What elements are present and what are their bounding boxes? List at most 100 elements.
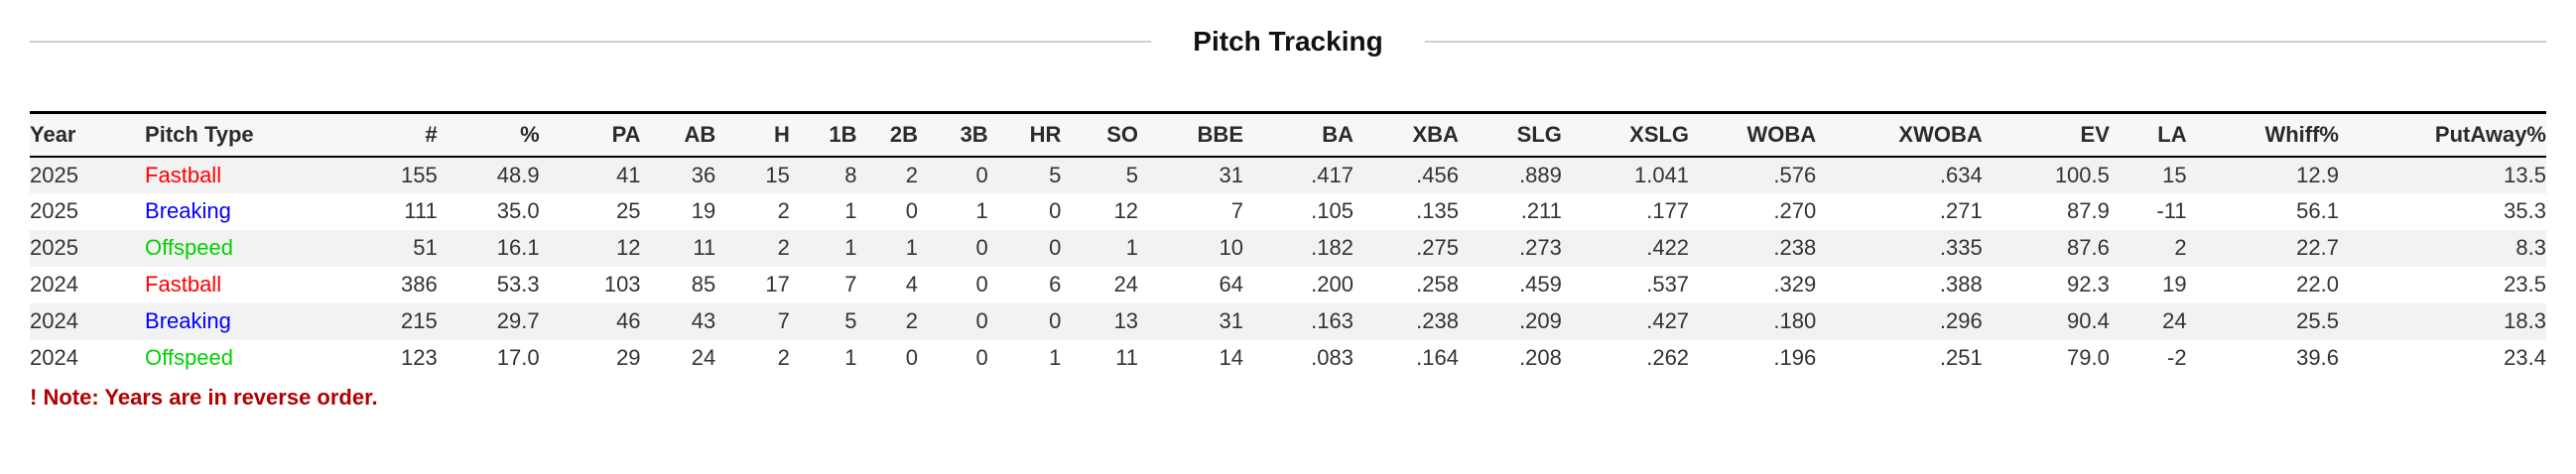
table-row: 2024 Breaking 215 29.7 46 43 7 5 2 0 0 13 31 .163 .238…: [30, 302, 2546, 340]
col-header-year: Year: [30, 121, 76, 147]
cell-la: 24: [2162, 308, 2187, 333]
cell-2b: 0: [905, 198, 919, 223]
cell-hr: 1: [1049, 345, 1062, 370]
cell-2b: 4: [905, 272, 919, 296]
cell-xwoba: .271: [1939, 198, 1983, 223]
cell-3b: 0: [975, 345, 988, 370]
col-header-pitch-type: Pitch Type: [145, 121, 254, 147]
cell-ab: 11: [693, 235, 716, 260]
cell-year: 2025: [30, 162, 78, 187]
table-body: 2025 Fastball 155 48.9 41 36 15 8 2 0 5 5 31.417.456…: [30, 156, 2546, 377]
cell-putaway: 8.3: [2515, 235, 2546, 260]
cell-ab: 36: [691, 162, 716, 187]
cell-xwoba: .296: [1939, 308, 1983, 333]
cell-woba: .238: [1773, 235, 1817, 260]
cell-slg: .209: [1519, 308, 1562, 333]
cell-so: 24: [1113, 272, 1139, 296]
cell-count: 111: [404, 198, 438, 223]
col-header-la: LA: [2157, 121, 2187, 147]
cell-la: 15: [2162, 162, 2187, 187]
cell-so: 13: [1113, 308, 1139, 333]
table-row: 2025 Offspeed 51 16.1 12 11 2 1 1 0 0 1 10.182.275.2…: [30, 229, 2546, 267]
cell-count: 123: [400, 345, 438, 370]
cell-ab: 19: [691, 198, 716, 223]
cell-year: 2024: [30, 308, 78, 333]
col-header-woba: WOBA: [1746, 121, 1817, 147]
cell-woba: .180: [1773, 308, 1817, 333]
cell-xba: .164: [1416, 345, 1459, 370]
col-header-xwoba: XWOBA: [1898, 121, 1983, 147]
cell-whiff: 25.5: [2296, 308, 2339, 333]
cell-year: 2025: [30, 198, 78, 223]
col-header-1b: 1B: [829, 121, 857, 147]
table-row: 2024 Offspeed 123 17.0 29 24 2 1 0 0 1 11 14.083.164…: [30, 340, 2546, 377]
cell-whiff: 12.9: [2296, 162, 2339, 187]
col-header-xslg: XSLG: [1629, 121, 1690, 147]
cell-pa: 41: [616, 162, 641, 187]
cell-3b: 1: [975, 198, 988, 223]
cell-woba: .576: [1773, 162, 1817, 187]
cell-pa: 29: [616, 345, 641, 370]
cell-2b: 1: [905, 235, 919, 260]
cell-whiff: 39.6: [2296, 345, 2339, 370]
col-header-hr: HR: [1029, 121, 1062, 147]
cell-count: 155: [400, 162, 438, 187]
cell-hr: 5: [1049, 162, 1062, 187]
title-divider-left: [30, 41, 1152, 43]
cell-bbe: 31: [1219, 162, 1243, 187]
cell-h: 17: [765, 272, 790, 296]
cell-year: 2024: [30, 345, 78, 370]
cell-pitch-type: Offspeed: [145, 235, 233, 260]
col-header-3b: 3B: [960, 121, 988, 147]
cell-ba: .417: [1311, 162, 1353, 187]
cell-xwoba: .335: [1939, 235, 1983, 260]
cell-xba: .258: [1416, 272, 1459, 296]
cell-pitch-type: Fastball: [145, 272, 222, 296]
cell-hr: 0: [1049, 198, 1062, 223]
cell-count: 51: [413, 235, 438, 260]
cell-pct: 16.1: [496, 235, 540, 260]
col-header-ev: EV: [2080, 121, 2110, 147]
cell-xwoba: .634: [1939, 162, 1983, 187]
cell-xslg: .422: [1646, 235, 1690, 260]
cell-putaway: 18.3: [2504, 308, 2546, 333]
cell-la: 2: [2174, 235, 2187, 260]
section-title: Pitch Tracking: [1193, 26, 1383, 57]
cell-3b: 0: [975, 235, 988, 260]
reverse-order-note: ! Note: Years are in reverse order.: [30, 384, 378, 410]
cell-h: 2: [777, 235, 790, 260]
pitch-tracking-table: Year Pitch Type #% PA AB H 1B 2B 3B HR SO BBE BA XBA S…: [30, 111, 2546, 377]
cell-so: 12: [1113, 198, 1139, 223]
cell-xba: .238: [1416, 308, 1459, 333]
cell-1b: 1: [844, 345, 857, 370]
cell-slg: .459: [1519, 272, 1562, 296]
cell-ev: 100.5: [2054, 162, 2110, 187]
cell-la: 19: [2162, 272, 2187, 296]
cell-whiff: 22.7: [2296, 235, 2339, 260]
table-row: 2025 Fastball 155 48.9 41 36 15 8 2 0 5 5 31 .417 .456…: [30, 156, 2546, 193]
cell-bbe: 31: [1219, 308, 1243, 333]
table-row: 2025 Breaking 111 35.0 25 19 2 1 0 1 0 12 7 .105 .135.…: [30, 193, 2546, 230]
cell-bbe: 14: [1219, 345, 1243, 370]
cell-year: 2024: [30, 272, 78, 296]
col-header-so: SO: [1106, 121, 1139, 147]
cell-la: -11: [2156, 198, 2187, 223]
col-header-putaway: PutAway%: [2434, 121, 2546, 147]
cell-pct: 17.0: [496, 345, 540, 370]
cell-hr: 6: [1049, 272, 1062, 296]
col-header-ba: BA: [1322, 121, 1353, 147]
col-header-2b: 2B: [889, 121, 919, 147]
cell-pitch-type: Fastball: [145, 162, 222, 187]
table-row: 2024 Fastball 386 53.3 103 85 17 7 4 0 6 24 64 .200 .2…: [30, 267, 2546, 303]
cell-ev: 92.3: [2067, 272, 2110, 296]
cell-1b: 7: [844, 272, 857, 296]
cell-woba: .196: [1773, 345, 1817, 370]
cell-slg: .273: [1519, 235, 1562, 260]
cell-ab: 24: [691, 345, 716, 370]
cell-xslg: .537: [1646, 272, 1690, 296]
cell-ev: 90.4: [2067, 308, 2110, 333]
cell-pa: 46: [616, 308, 641, 333]
cell-pitch-type: Breaking: [145, 308, 231, 333]
section-title-row: Pitch Tracking: [30, 26, 2546, 58]
cell-2b: 0: [905, 345, 919, 370]
